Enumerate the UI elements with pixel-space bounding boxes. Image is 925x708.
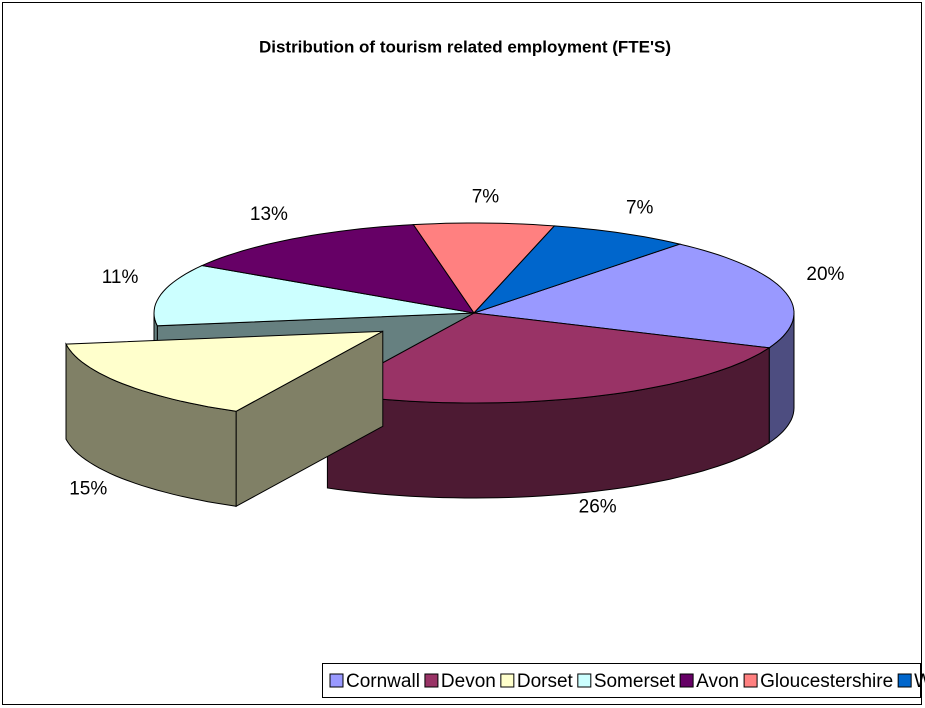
legend-label: Dorset xyxy=(517,671,574,692)
legend-label: Gloucestershire xyxy=(760,671,893,692)
data-label: 7% xyxy=(626,198,654,219)
chart-title: Distribution of tourism related employme… xyxy=(259,37,671,56)
legend: Cornwall Devon Dorset Somerset Avon Glouceste… xyxy=(322,663,925,698)
legend-swatch xyxy=(577,673,592,688)
slice xyxy=(473,225,682,314)
data-label: 11% xyxy=(102,267,139,288)
legend-box xyxy=(322,663,921,698)
legend-label: Devon xyxy=(441,671,496,692)
legend-label: Wilts xyxy=(914,671,925,692)
legend-swatch xyxy=(743,673,758,688)
slice xyxy=(412,222,556,314)
legend-label: Avon xyxy=(696,671,739,692)
slice xyxy=(153,264,475,327)
data-label: 7% xyxy=(472,186,500,207)
slice xyxy=(473,243,795,349)
slice xyxy=(65,330,384,412)
legend-swatch xyxy=(679,673,694,688)
legend-label: Cornwall xyxy=(346,671,420,692)
legend-swatch xyxy=(897,673,912,688)
legend-swatch xyxy=(500,673,515,688)
slice xyxy=(200,224,476,314)
data-label: 15% xyxy=(69,478,107,499)
data-label: 13% xyxy=(250,204,288,225)
slice xyxy=(325,312,771,404)
legend-swatch xyxy=(329,673,344,688)
data-label: 20% xyxy=(806,264,844,285)
legend-swatch xyxy=(424,673,439,688)
data-label: 26% xyxy=(579,497,617,518)
legend-label: Somerset xyxy=(594,671,676,692)
